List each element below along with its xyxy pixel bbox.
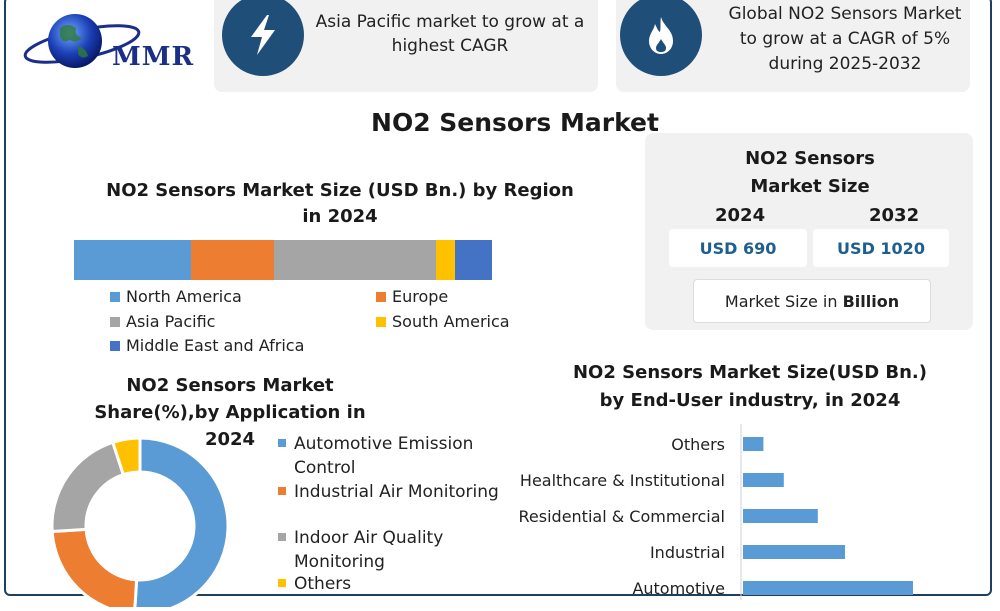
category-label: Others — [671, 435, 725, 454]
legend-item-indoor-air: Indoor Air Quality Monitoring — [278, 526, 464, 574]
legend-swatch — [278, 579, 286, 587]
donut-slice-indoor-air-quality-monitoring — [50, 440, 126, 534]
market-size-title: NO2 Sensors Market Size — [745, 148, 875, 197]
highlight-card-apac: Asia Pacific market to grow at a highest… — [214, 0, 598, 92]
category-label: Automotive — [632, 579, 725, 598]
legend-item-industrial-air: Industrial Air Monitoring — [278, 480, 499, 504]
globe-logo-icon — [23, 14, 141, 68]
region-segment-north-america — [74, 240, 191, 280]
category-label: Industrial — [650, 543, 725, 562]
legend-item-north-america: North America — [110, 287, 242, 306]
region-segment-middle-east-and-africa — [455, 240, 492, 280]
value-2032: USD 1020 — [813, 229, 949, 267]
highlight-text: Asia Pacific market to grow at a highest… — [315, 12, 585, 56]
legend-label: Europe — [392, 287, 449, 306]
unit-bold: Billion — [842, 291, 900, 311]
region-stacked-bar-svg — [74, 240, 492, 280]
region-chart-title: NO2 Sensors Market Size (USD Bn.) by Reg… — [106, 180, 574, 227]
application-chart-title: NO2 Sensors Market Share(%),by Applicati… — [94, 375, 366, 450]
legend-item-mea: Middle East and Africa — [110, 336, 304, 355]
legend-swatch — [376, 316, 386, 327]
donut-slice-automotive-emission-control — [133, 436, 230, 611]
enduser-bar-chart: Others Healthcare & Institutional Resident… — [519, 420, 980, 604]
bar-others — [743, 437, 764, 451]
region-segment-asia-pacific — [274, 240, 436, 280]
infographic-frame — [4, 0, 992, 596]
legend-label: North America — [126, 287, 242, 306]
legend-swatch — [110, 340, 120, 351]
flame-icon — [620, 0, 702, 76]
legend-swatch — [376, 291, 386, 302]
category-label: Residential & Commercial — [520, 507, 725, 526]
year-2032: 2032 — [869, 205, 920, 226]
legend-swatch — [110, 316, 120, 327]
value-2024: USD 690 — [669, 229, 807, 267]
application-donut-chart — [50, 432, 230, 611]
legend-item-others: Others — [278, 572, 351, 596]
lightning-icon — [222, 0, 304, 76]
main-title: NO2 Sensors Market — [371, 108, 659, 137]
bar-industrial — [743, 545, 845, 559]
enduser-bar-svg: Others Healthcare & Institutional Resident… — [519, 424, 913, 600]
legend-item-europe: Europe — [376, 287, 448, 306]
legend-label: Others — [294, 574, 352, 594]
logo-text: MMR — [112, 42, 195, 72]
highlight-card-cagr: Global NO2 Sensors Market to grow at a C… — [616, 0, 970, 92]
legend-swatch — [278, 533, 286, 541]
donut-slice-industrial-air-monitoring — [50, 527, 139, 611]
legend-label: Middle East and Africa — [126, 336, 305, 355]
legend-swatch — [278, 487, 286, 495]
region-stacked-bar — [74, 240, 492, 280]
bar-healthcare-institutional — [743, 473, 784, 487]
bar-automotive — [743, 581, 913, 595]
category-label: Healthcare & Institutional — [520, 471, 725, 490]
legend-label: Indoor Air Quality Monitoring — [294, 528, 444, 572]
mmr-logo: MMR — [20, 8, 205, 78]
market-size-unit: Market Size in Billion — [693, 279, 931, 323]
market-size-card: NO2 Sensors Market Size 2024 2032 USD 69… — [645, 133, 973, 330]
legend-swatch — [110, 291, 120, 302]
year-2024: 2024 — [715, 205, 766, 226]
donut-svg — [50, 436, 230, 611]
legend-item-south-america: South America — [376, 312, 510, 331]
legend-item-asia-pacific: Asia Pacific — [110, 312, 215, 331]
legend-swatch — [278, 439, 286, 447]
legend-label: Automotive Emission Control — [294, 434, 474, 478]
region-segment-south-america — [436, 240, 455, 280]
region-segment-europe — [191, 240, 274, 280]
highlight-text: Global NO2 Sensors Market to grow at a C… — [728, 4, 962, 74]
unit-prefix: Market Size in — [724, 291, 843, 311]
legend-item-automotive-emission: Automotive Emission Control — [278, 432, 494, 480]
legend-label: South America — [392, 312, 510, 331]
donut-slice-others — [110, 436, 142, 477]
bar-residential-commercial — [743, 509, 818, 523]
legend-label: Industrial Air Monitoring — [294, 482, 499, 502]
legend-label: Asia Pacific — [126, 312, 216, 331]
enduser-chart-title: NO2 Sensors Market Size(USD Bn.) by End-… — [572, 362, 927, 411]
